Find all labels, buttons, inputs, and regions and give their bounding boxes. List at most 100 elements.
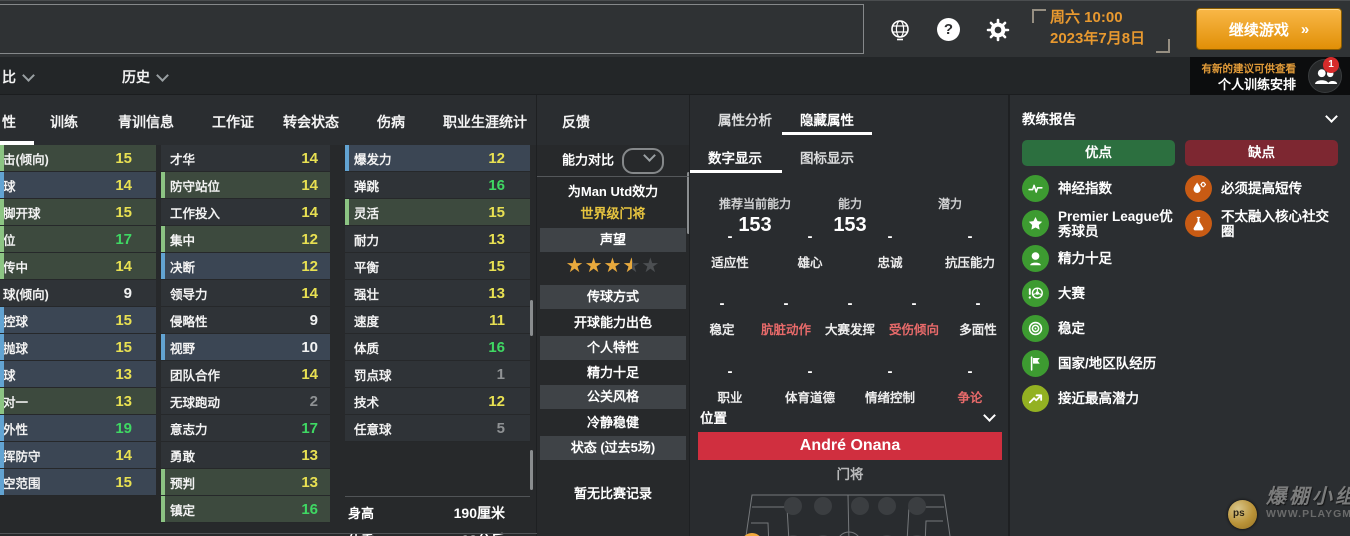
form-value: 暂无比赛记录	[573, 486, 652, 501]
attribute-label: 传中	[3, 260, 29, 275]
tab-attribute-analysis[interactable]: 属性分析	[718, 113, 772, 128]
hidden-attribute-value: -	[847, 295, 853, 312]
attribute-value: 15	[115, 203, 132, 221]
menu-row: 比 历史 有新的建议可供查看 个人训练安排 1	[0, 57, 1350, 95]
attribute-label: 工作投入	[170, 206, 221, 221]
goalkeeping-attributes-column: 击(倾向) 15 球 14 脚开球 15 位 17 传中 14 球(倾向) 9 控球 15 抛球 15 球 13 对…	[0, 145, 156, 496]
attribute-value: 1	[496, 365, 505, 383]
attribute-value: 14	[301, 365, 318, 383]
hidden-attribute-value: -	[887, 228, 893, 245]
profile-tab-4[interactable]: 转会状态	[283, 114, 339, 130]
attribute-row: 灵活 15	[345, 199, 530, 226]
scrollbar-thumb[interactable]	[687, 172, 690, 234]
attribute-label: 脚开球	[3, 206, 41, 221]
attribute-value: 15	[488, 203, 505, 221]
attribute-label: 勇敢	[170, 449, 196, 464]
attribute-row: 空范围 15	[0, 469, 156, 496]
physical-attributes-column: 爆发力 12 弹跳 16 灵活 15 耐力 13 平衡 15 强壮 13 速度 11 体质 16 罚点球 1 技术 1…	[345, 145, 530, 442]
mental-attributes-column: 才华 14 防守站位 14 工作投入 14 集中 12 决断 12 领导力 14 侵略性 9 视野 10 团队合…	[161, 145, 330, 523]
attribute-value: 13	[301, 473, 318, 491]
game-date[interactable]: 周六 10:00 2023年7月8日	[1032, 7, 1172, 53]
attribute-value: 13	[115, 365, 132, 383]
subtab-numeric-view[interactable]: 数字显示	[708, 151, 762, 166]
attribute-value: 15	[115, 311, 132, 329]
coach-report-collapse-button[interactable]	[1325, 108, 1338, 126]
menu-compare-dropdown[interactable]: 比	[2, 67, 35, 87]
row-accent-bar	[0, 361, 4, 387]
physical-value: 190厘米	[453, 504, 505, 521]
coach-report-item-label: Premier League优秀球员	[1058, 208, 1173, 239]
physical-info: 身高190厘米体重93公斤体能100%	[345, 499, 530, 536]
coach-report-item: Premier League优秀球员	[1022, 206, 1182, 241]
player-name-banner: André Onana	[698, 432, 1002, 460]
scrollbar-thumb[interactable]	[530, 450, 533, 490]
hidden-summary-item: 潜力	[910, 195, 990, 214]
hidden-attribute-cell: - 职业	[690, 364, 770, 406]
avatar[interactable]: 1	[1308, 57, 1342, 93]
attribute-row: 速度 11	[345, 307, 530, 334]
attribute-label: 防守站位	[170, 179, 221, 194]
continue-button[interactable]: 继续游戏 »	[1196, 8, 1342, 50]
row-accent-bar	[161, 226, 165, 252]
attribute-value: 10	[301, 338, 318, 356]
menu-history-dropdown[interactable]: 历史	[122, 67, 169, 87]
help-icon[interactable]: ?	[937, 18, 960, 41]
hidden-attribute-cell: - 受伤倾向	[882, 296, 946, 338]
coach-report-item: 稳定	[1022, 311, 1182, 346]
profile-tab-6[interactable]: 职业生涯统计	[443, 114, 527, 130]
attribute-label: 爆发力	[354, 152, 392, 167]
attribute-value: 15	[115, 473, 132, 491]
attribute-value: 12	[301, 230, 318, 248]
main-content: 性训练 青训信息 工作证 转会状态 伤病 职业生涯统计 反馈 击(倾向) 15 球 14 脚开球 15…	[0, 95, 1350, 536]
hidden-attribute-label: 大赛发挥	[824, 323, 875, 337]
hidden-attribute-value: -	[887, 363, 893, 380]
menu-compare-label: 比	[2, 69, 16, 85]
cons-header: 缺点	[1185, 140, 1338, 166]
globe-icon[interactable]	[888, 18, 912, 42]
attribute-label: 强壮	[354, 287, 380, 302]
coach-report-item-label: 大赛	[1058, 286, 1085, 301]
attribute-value: 13	[488, 284, 505, 302]
profile-tab-2[interactable]: 青训信息	[118, 114, 174, 130]
hidden-attribute-cell: - 抗压能力	[930, 228, 1010, 271]
profile-tab-3[interactable]: 工作证	[212, 114, 254, 130]
summary-value: 153	[833, 214, 867, 236]
subtab-icon-view[interactable]: 图标显示	[800, 151, 854, 166]
scrollbar-thumb[interactable]	[530, 300, 533, 336]
row-accent-bar	[0, 334, 4, 360]
position-collapse-button[interactable]	[983, 407, 996, 425]
attribute-value: 11	[489, 311, 505, 329]
row-accent-bar	[0, 415, 4, 441]
tab-hidden-attributes[interactable]: 隐藏属性	[800, 113, 854, 128]
short-pass-icon	[1185, 175, 1212, 202]
ability-compare-dropdown[interactable]	[622, 148, 664, 174]
hidden-attribute-cell: - 大赛发挥	[818, 295, 882, 338]
profile-tab-7[interactable]: 反馈	[562, 114, 590, 130]
hidden-attribute-label: 多面性	[959, 323, 997, 337]
hidden-attribute-label: 忠诚	[877, 256, 903, 270]
hidden-attribute-label: 争论	[957, 391, 983, 405]
coach-report-item: 不太融入核心社交圈	[1185, 206, 1345, 241]
attribute-value: 13	[301, 446, 318, 464]
attribute-row: 传中 14	[0, 253, 156, 280]
attribute-value: 13	[488, 230, 505, 248]
attribute-label: 控球	[3, 314, 29, 329]
hidden-attribute-value: -	[967, 228, 973, 245]
row-accent-bar	[161, 496, 165, 522]
row-accent-bar	[345, 145, 349, 171]
profile-tab-5[interactable]: 伤病	[377, 114, 405, 130]
attribute-value: 14	[115, 446, 132, 464]
summary-label: 推荐当前能力	[718, 197, 791, 211]
attribute-label: 侵略性	[170, 314, 208, 329]
attribute-row: 耐力 13	[345, 226, 530, 253]
chevron-down-icon	[156, 68, 169, 82]
profile-tab-1[interactable]: 训练	[50, 114, 78, 130]
training-notice[interactable]: 有新的建议可供查看 个人训练安排 1	[1190, 57, 1350, 95]
flag-icon	[1022, 350, 1049, 377]
profile-tab-0[interactable]: 性	[2, 114, 16, 130]
gear-icon[interactable]	[985, 17, 1011, 43]
attribute-row: 脚开球 15	[0, 199, 156, 226]
attribute-row: 团队合作 14	[161, 361, 330, 388]
active-subtab-underline	[690, 170, 782, 173]
